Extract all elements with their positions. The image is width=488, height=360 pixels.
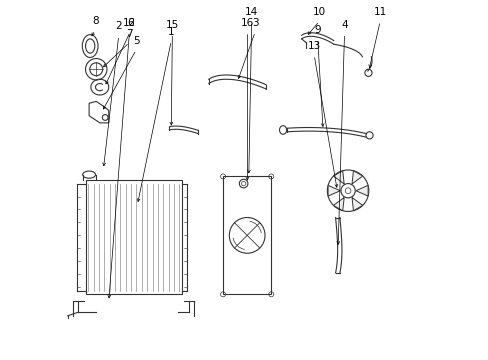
Text: 8: 8 — [92, 16, 98, 26]
FancyBboxPatch shape — [85, 180, 182, 294]
PathPatch shape — [89, 102, 108, 123]
Text: 15: 15 — [165, 19, 179, 30]
Text: 14: 14 — [244, 7, 258, 17]
Text: 3: 3 — [251, 18, 258, 28]
Text: 2: 2 — [115, 21, 122, 31]
Text: 11: 11 — [373, 7, 386, 17]
PathPatch shape — [333, 198, 344, 211]
Text: 5: 5 — [133, 36, 139, 46]
Text: 1: 1 — [167, 27, 174, 37]
PathPatch shape — [333, 171, 344, 184]
Text: 4: 4 — [341, 19, 347, 30]
Text: 12: 12 — [122, 18, 136, 28]
PathPatch shape — [351, 171, 362, 184]
PathPatch shape — [351, 198, 362, 211]
Text: 6: 6 — [126, 18, 133, 28]
Text: 10: 10 — [312, 7, 325, 17]
Text: 7: 7 — [126, 28, 133, 39]
Text: 16: 16 — [240, 18, 253, 28]
Text: 9: 9 — [314, 25, 321, 35]
PathPatch shape — [355, 185, 367, 196]
Bar — [223, 176, 271, 294]
Text: 13: 13 — [307, 41, 320, 51]
PathPatch shape — [327, 185, 340, 196]
